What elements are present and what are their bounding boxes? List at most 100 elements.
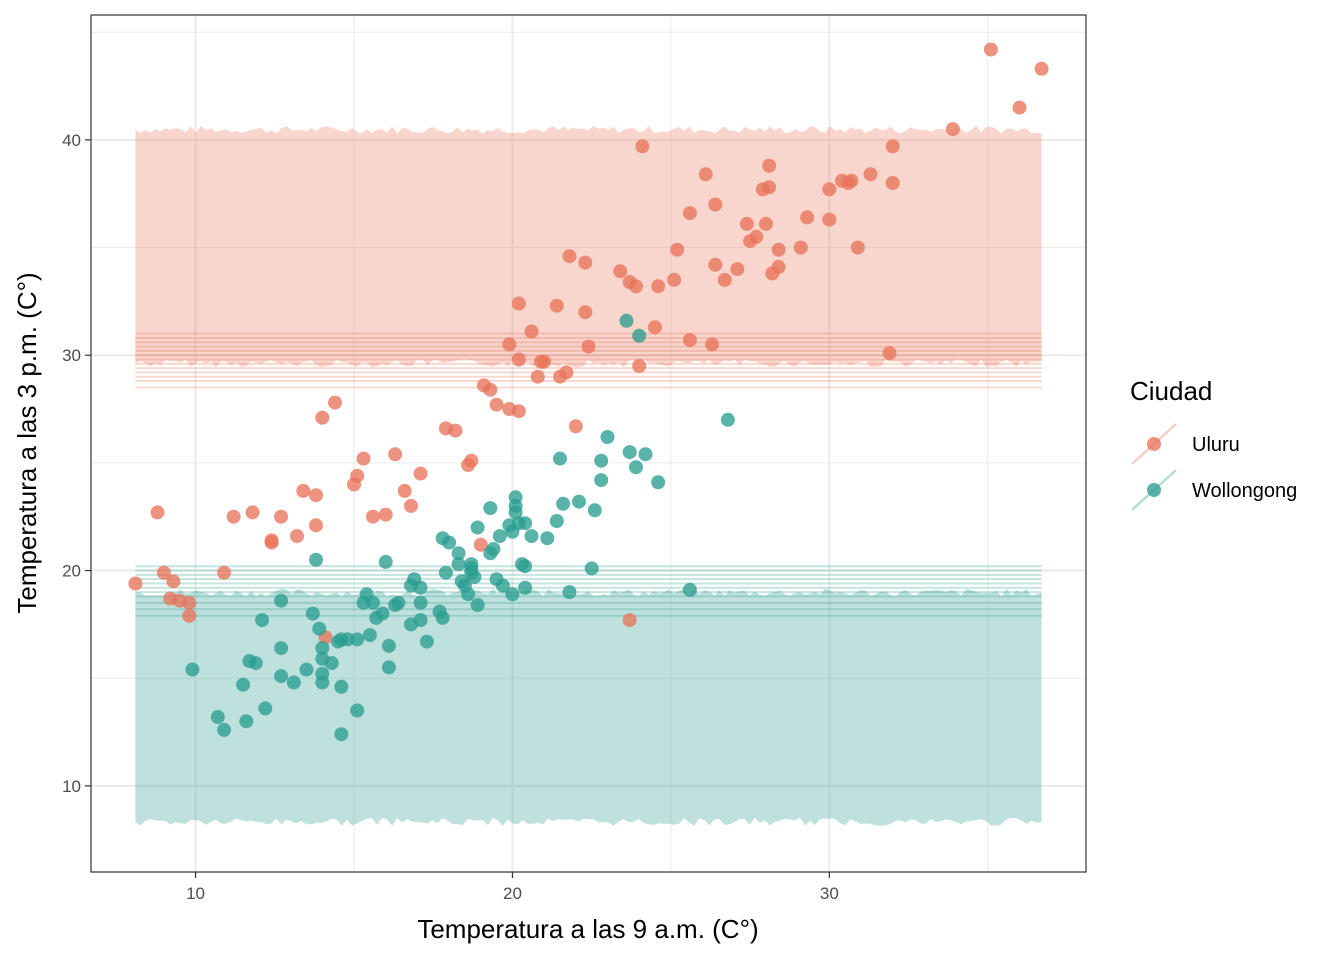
data-point-uluru: [983, 42, 998, 57]
data-point-uluru: [502, 337, 517, 352]
data-point-uluru: [629, 279, 643, 294]
data-point-uluru: [793, 240, 808, 255]
data-point-uluru: [315, 410, 330, 425]
data-point-uluru: [682, 206, 697, 221]
data-point-wollongong: [391, 595, 406, 610]
data-point-wollongong: [524, 529, 539, 544]
data-point-uluru: [309, 488, 323, 503]
data-point-uluru: [290, 529, 304, 544]
data-point-uluru: [397, 483, 412, 498]
data-point-wollongong: [312, 621, 327, 636]
data-point-uluru: [473, 537, 488, 552]
data-point-wollongong: [467, 570, 482, 584]
data-point-wollongong: [274, 593, 289, 608]
data-point-uluru: [511, 352, 526, 367]
data-point-uluru: [166, 574, 181, 589]
data-point-uluru: [511, 296, 526, 311]
y-tick-label: 30: [62, 346, 81, 365]
data-point-wollongong: [651, 475, 666, 490]
data-point-wollongong: [486, 542, 501, 556]
data-point-wollongong: [315, 641, 330, 656]
data-point-uluru: [863, 167, 878, 182]
data-point-uluru: [635, 139, 650, 154]
data-point-wollongong: [258, 701, 273, 716]
data-point-uluru: [350, 468, 365, 483]
data-point-wollongong: [682, 582, 697, 597]
data-point-uluru: [309, 518, 323, 533]
data-point-uluru: [800, 210, 815, 225]
data-point-uluru: [771, 259, 786, 274]
data-point-wollongong: [239, 714, 254, 729]
data-point-wollongong: [584, 561, 599, 576]
x-tick-label: 30: [820, 884, 839, 903]
prediction-band-uluru: [135, 125, 1042, 368]
data-point-uluru: [771, 242, 786, 257]
data-point-wollongong: [309, 552, 323, 567]
data-point-uluru: [1034, 61, 1049, 76]
data-point-wollongong: [518, 580, 533, 595]
data-point-uluru: [264, 533, 279, 548]
data-point-wollongong: [375, 606, 390, 621]
data-point-wollongong: [362, 628, 377, 643]
data-point-uluru: [882, 346, 897, 361]
data-point-uluru: [578, 255, 593, 270]
data-point-uluru: [730, 262, 745, 277]
data-point-uluru: [670, 242, 685, 257]
data-point-wollongong: [419, 634, 434, 649]
data-point-wollongong: [378, 554, 393, 569]
data-point-wollongong: [299, 662, 314, 677]
data-point-uluru: [705, 337, 720, 352]
data-point-wollongong: [381, 660, 396, 675]
data-point-uluru: [885, 176, 900, 190]
panel-border: [90, 14, 1087, 873]
y-tick-label: 10: [62, 777, 81, 796]
data-point-wollongong: [210, 710, 225, 724]
grid: [91, 15, 1086, 872]
data-point-wollongong: [274, 641, 289, 656]
data-point-wollongong: [632, 328, 647, 343]
data-point-uluru: [749, 229, 764, 244]
prediction-bands: [135, 125, 1042, 826]
data-point-wollongong: [470, 598, 485, 612]
data-point-uluru: [850, 240, 865, 255]
data-point-uluru: [682, 333, 697, 348]
data-point-uluru: [945, 122, 960, 137]
x-tick-label: 10: [186, 884, 205, 903]
data-point-uluru: [150, 505, 165, 520]
data-point-wollongong: [483, 501, 498, 516]
data-point-uluru: [708, 197, 723, 212]
data-point-wollongong: [248, 656, 263, 671]
data-point-wollongong: [461, 587, 476, 602]
data-point-wollongong: [236, 677, 251, 692]
data-point-uluru: [762, 180, 777, 195]
data-point-wollongong: [492, 529, 507, 544]
data-point-uluru: [822, 212, 837, 227]
data-point-wollongong: [451, 557, 466, 572]
legend-label-uluru: Uluru: [1192, 434, 1240, 456]
data-point-wollongong: [508, 505, 523, 520]
data-point-wollongong: [334, 727, 349, 742]
data-point-wollongong: [629, 460, 643, 475]
data-point-wollongong: [185, 662, 200, 677]
data-point-uluru: [378, 507, 393, 522]
data-point-wollongong: [638, 447, 653, 462]
legend: Ciudad Uluru Wollongong: [1130, 376, 1297, 511]
data-point-uluru: [822, 182, 837, 197]
data-point-wollongong: [540, 531, 555, 546]
data-point-wollongong: [518, 559, 533, 574]
data-point-uluru: [759, 216, 773, 231]
data-point-wollongong: [572, 494, 586, 509]
data-point-uluru: [128, 576, 143, 591]
data-point-uluru: [622, 613, 637, 628]
legend-title: Ciudad: [1130, 376, 1212, 406]
data-point-wollongong: [622, 445, 637, 460]
data-point-uluru: [182, 608, 197, 623]
data-point-uluru: [562, 249, 577, 264]
x-axis-title: Temperatura a las 9 a.m. (C°): [417, 914, 758, 944]
legend-label-wollongong: Wollongong: [1192, 480, 1297, 502]
data-point-wollongong: [413, 595, 428, 610]
data-point-wollongong: [381, 638, 396, 653]
data-point-uluru: [328, 395, 342, 410]
data-point-uluru: [632, 359, 647, 373]
